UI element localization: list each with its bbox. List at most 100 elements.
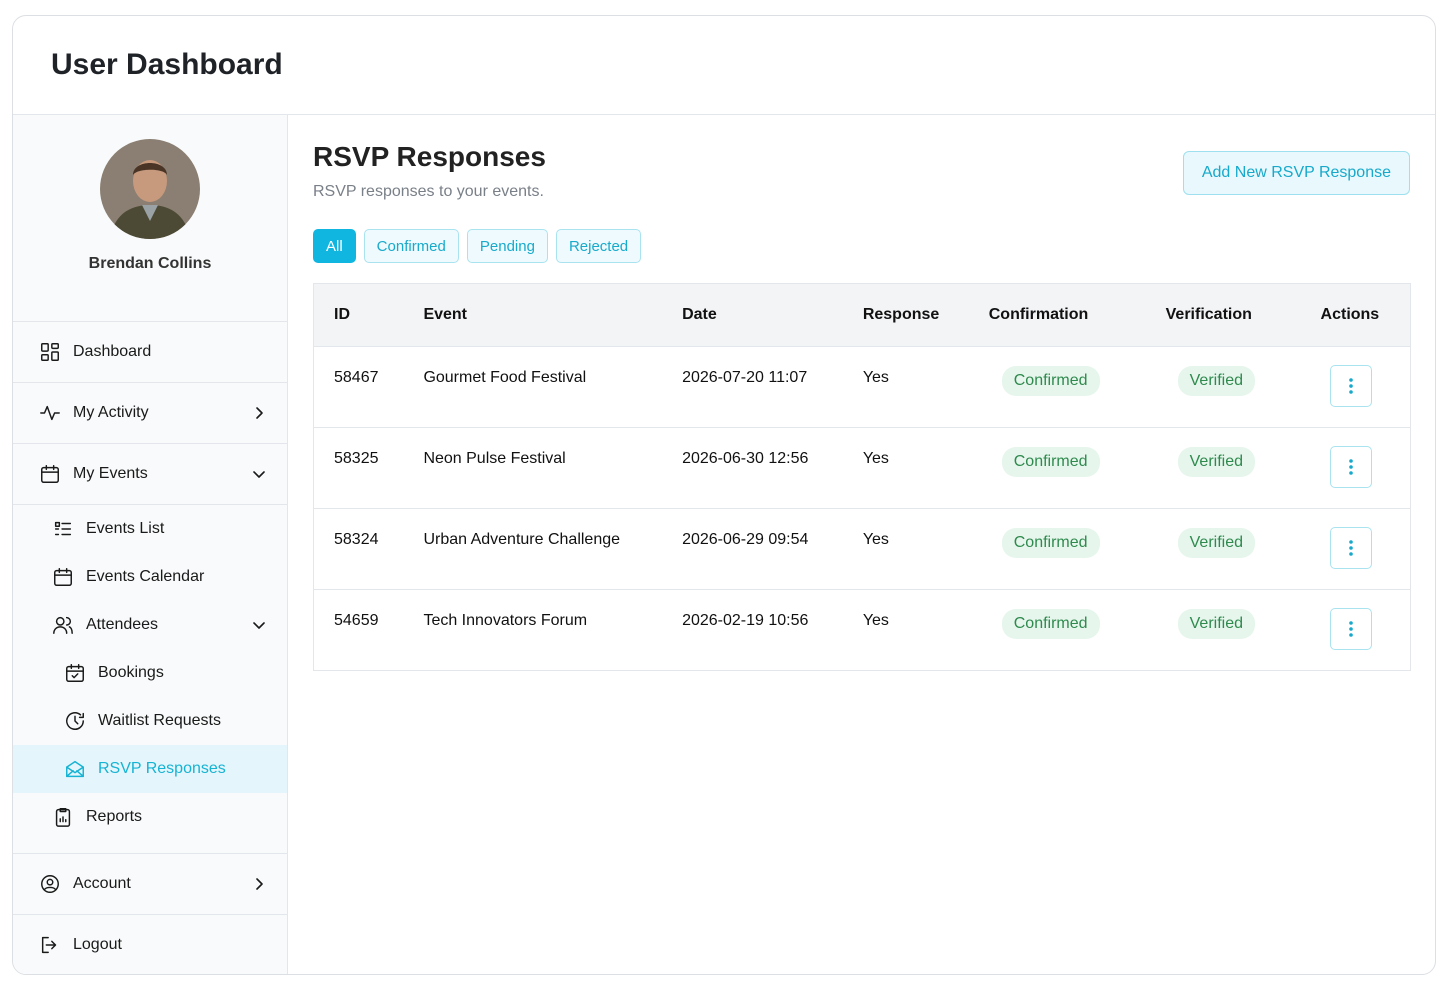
status-badge: Confirmed bbox=[1001, 528, 1100, 558]
table-row: 58324 Urban Adventure Challenge 2026-06-29… bbox=[313, 508, 1411, 590]
nav-label: Logout bbox=[73, 936, 122, 953]
nav-label: My Events bbox=[73, 465, 148, 482]
filter-button[interactable]: Confirmed bbox=[363, 229, 459, 263]
column-header: Verification bbox=[1145, 283, 1301, 347]
table-cell: Neon Pulse Festival bbox=[403, 427, 663, 509]
chevron bbox=[253, 471, 265, 478]
add-button[interactable]: Add New RSVP Response bbox=[1182, 151, 1410, 195]
table-cell: 2026-07-20 11:07 bbox=[662, 346, 843, 428]
nav-label: Attendees bbox=[86, 616, 159, 633]
nav-label: Dashboard bbox=[73, 343, 152, 360]
column-header: Date bbox=[662, 283, 843, 347]
table-cell: Verified bbox=[1145, 346, 1301, 428]
profile: Brendan Collins bbox=[13, 115, 287, 322]
table-cell bbox=[1300, 346, 1411, 428]
table-cell: 58325 bbox=[313, 427, 404, 509]
table-cell: Gourmet Food Festival bbox=[403, 346, 663, 428]
table-cell: Yes bbox=[842, 508, 969, 590]
sidebar: Brendan Collins Dashboard My Activity My E… bbox=[13, 115, 288, 974]
header-row: ID Event Date Response Confirmation Verificat… bbox=[313, 283, 1411, 347]
table-cell: Confirmed bbox=[968, 508, 1146, 590]
nav-label: Reports bbox=[86, 808, 143, 825]
nav-label: Events List bbox=[86, 520, 165, 537]
nav-label: Account bbox=[73, 875, 131, 892]
status-badge: Confirmed bbox=[1001, 609, 1100, 639]
rsvp-table: ID Event Date Response Confirmation Verificat… bbox=[313, 283, 1411, 671]
nav-item[interactable]: Logout bbox=[13, 915, 287, 974]
app-frame: User Dashboard Brendan Collins Dashboard… bbox=[12, 15, 1436, 975]
table-cell: 54659 bbox=[313, 589, 404, 671]
nav-item[interactable]: Account bbox=[13, 854, 287, 915]
nav-label: My Activity bbox=[73, 404, 149, 421]
column-header: Confirmation bbox=[968, 283, 1146, 347]
nav-label: RSVP Responses bbox=[98, 760, 226, 777]
nav-item[interactable]: Reports bbox=[13, 793, 287, 841]
status-badge: Verified bbox=[1177, 447, 1256, 477]
table-cell: 2026-02-19 10:56 bbox=[662, 589, 843, 671]
nav-item[interactable]: Events Calendar bbox=[13, 553, 287, 601]
nav-label: Events Calendar bbox=[86, 568, 205, 585]
table-cell: Yes bbox=[842, 427, 969, 509]
status-badge: Confirmed bbox=[1001, 447, 1100, 477]
table-cell bbox=[1300, 589, 1411, 671]
table-cell: 58324 bbox=[313, 508, 404, 590]
table-cell: Tech Innovators Forum bbox=[403, 589, 663, 671]
table-cell bbox=[1300, 508, 1411, 590]
table-cell: 2026-06-29 09:54 bbox=[662, 508, 843, 590]
column-header: ID bbox=[313, 283, 404, 347]
table-cell: Yes bbox=[842, 346, 969, 428]
action-button[interactable] bbox=[1329, 365, 1372, 407]
nav-item[interactable]: Waitlist Requests bbox=[13, 697, 287, 745]
filter-button[interactable]: Rejected bbox=[555, 229, 642, 263]
main-content: RSVP Responses RSVP responses to your ev… bbox=[313, 115, 1411, 671]
nav-item[interactable]: Attendees bbox=[13, 601, 287, 649]
section-title: RSVP Responses bbox=[313, 141, 546, 172]
nav-item[interactable]: Events List bbox=[13, 505, 287, 553]
table-row: 58467 Gourmet Food Festival 2026-07-20 11:… bbox=[313, 346, 1411, 428]
nav-menu: Dashboard My Activity My Events Events List… bbox=[13, 322, 287, 974]
table-cell: 2026-06-30 12:56 bbox=[662, 427, 843, 509]
avatar[interactable] bbox=[100, 139, 200, 239]
nav-label: Bookings bbox=[98, 664, 164, 681]
table-row: 58325 Neon Pulse Festival 2026-06-30 12:56… bbox=[313, 427, 1411, 509]
chevron bbox=[253, 622, 265, 629]
table-cell: Yes bbox=[842, 589, 969, 671]
chevron bbox=[256, 878, 263, 890]
column-header: Response bbox=[842, 283, 969, 347]
table-cell: Confirmed bbox=[968, 589, 1146, 671]
column-header: Actions bbox=[1300, 283, 1411, 347]
header: User Dashboard bbox=[13, 16, 1435, 115]
column-header: Event bbox=[403, 283, 663, 347]
action-button[interactable] bbox=[1329, 527, 1372, 569]
filter-bar: All Confirmed Pending Rejected bbox=[313, 229, 1410, 263]
status-badge: Verified bbox=[1177, 609, 1256, 639]
page-title: User Dashboard bbox=[51, 48, 283, 81]
table-cell: Urban Adventure Challenge bbox=[403, 508, 663, 590]
nav-item[interactable]: My Events bbox=[13, 444, 287, 505]
table-cell: Confirmed bbox=[968, 427, 1146, 509]
section-subtitle: RSVP responses to your events. bbox=[313, 183, 544, 200]
status-badge: Confirmed bbox=[1001, 366, 1100, 396]
nav-item[interactable]: Dashboard bbox=[13, 322, 287, 383]
nav-label: Waitlist Requests bbox=[98, 712, 221, 729]
chevron bbox=[256, 407, 263, 419]
status-badge: Verified bbox=[1177, 528, 1256, 558]
table-cell: Verified bbox=[1145, 589, 1301, 671]
filter-button[interactable]: Pending bbox=[466, 229, 548, 263]
action-button[interactable] bbox=[1329, 446, 1372, 488]
table-cell: 58467 bbox=[313, 346, 404, 428]
submenu: Events List Events Calendar Attendees Booki… bbox=[13, 505, 287, 854]
filter-button[interactable]: All bbox=[313, 229, 356, 263]
nav-item[interactable]: RSVP Responses bbox=[13, 745, 287, 793]
action-button[interactable] bbox=[1329, 608, 1372, 650]
nav-item[interactable]: Bookings bbox=[13, 649, 287, 697]
table-row: 54659 Tech Innovators Forum 2026-02-19 10:… bbox=[313, 589, 1411, 671]
table-cell bbox=[1300, 427, 1411, 509]
status-badge: Verified bbox=[1177, 366, 1256, 396]
user-name: Brendan Collins bbox=[88, 255, 212, 272]
table-cell: Verified bbox=[1145, 427, 1301, 509]
nav-item[interactable]: My Activity bbox=[13, 383, 287, 444]
table-cell: Confirmed bbox=[968, 346, 1146, 428]
